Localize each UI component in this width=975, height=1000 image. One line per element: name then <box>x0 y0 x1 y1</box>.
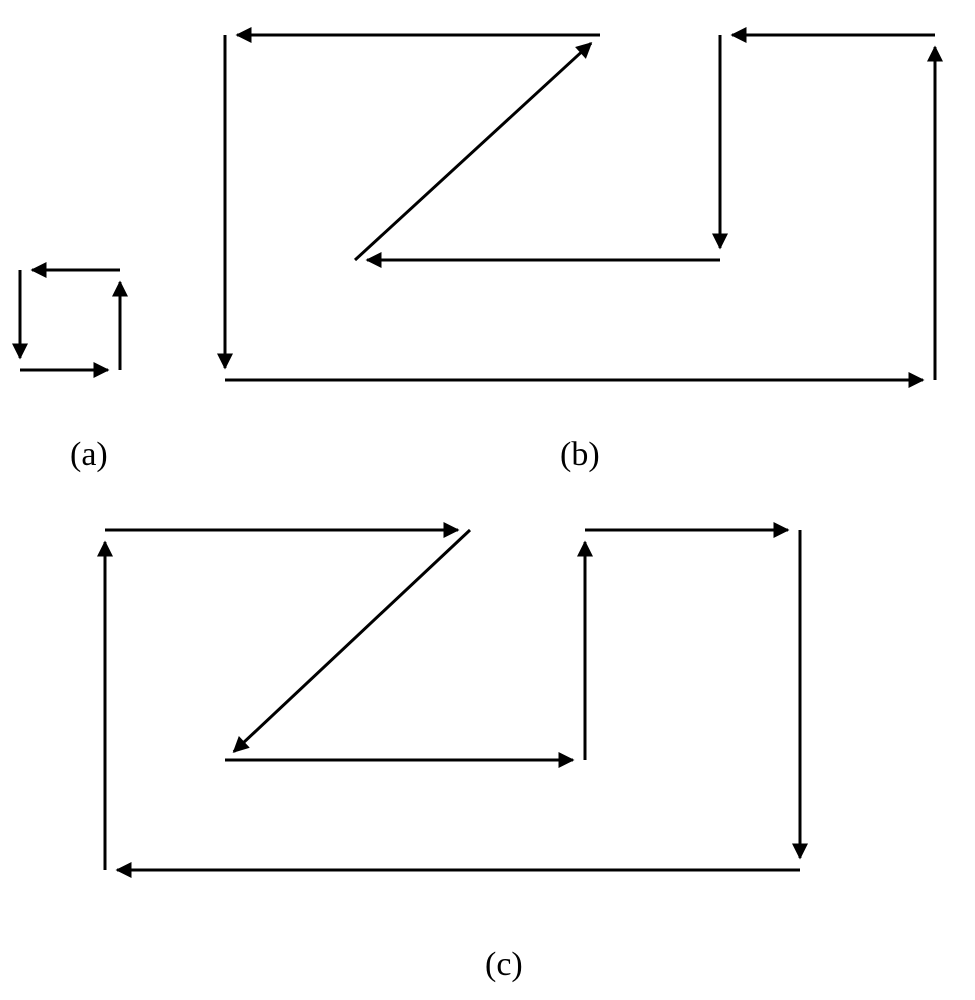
figure-a <box>20 270 120 370</box>
figure-b <box>225 35 935 380</box>
caption-a: (a) <box>70 436 108 473</box>
figure-c-edge-2 <box>234 530 470 752</box>
caption-c: (c) <box>485 946 523 983</box>
figure-c <box>105 530 800 870</box>
caption-b: (b) <box>560 436 600 473</box>
figure-b-edge-7 <box>355 43 591 260</box>
